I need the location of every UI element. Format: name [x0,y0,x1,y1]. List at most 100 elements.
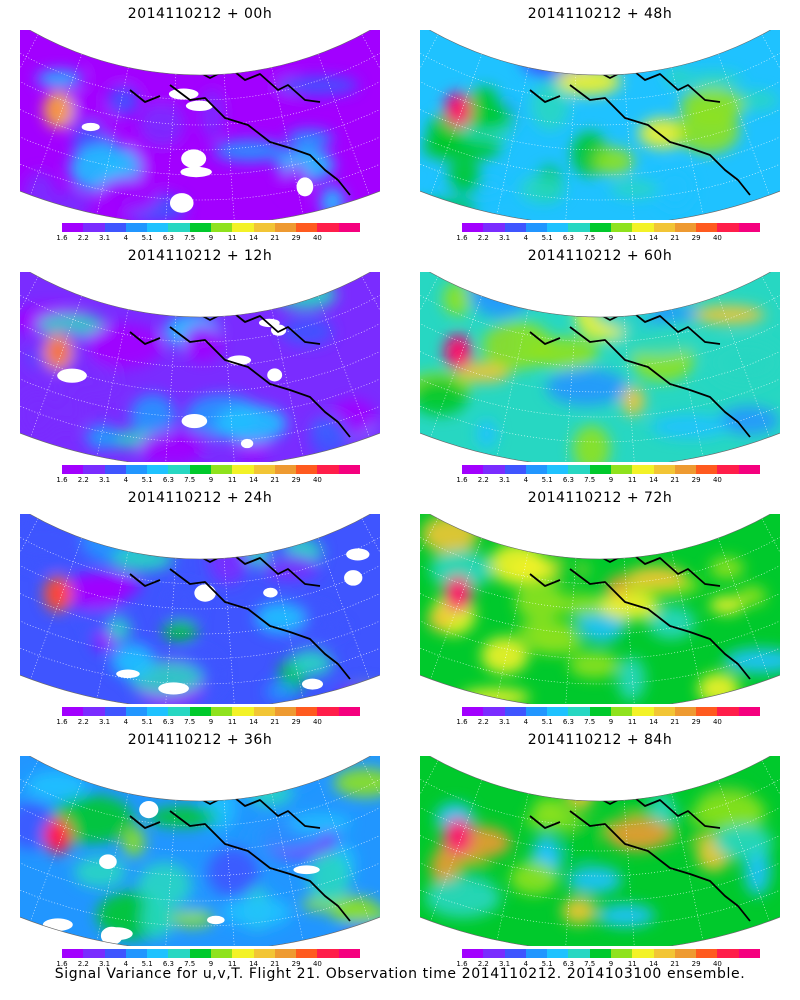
colorbar-tick-label: 5.1 [141,234,153,242]
colorbar-tick-label: 4 [523,718,529,726]
colorbar-swatch [296,465,318,474]
colorbar-tick-label: 40 [712,234,722,242]
colorbar-swatch [568,949,590,958]
colorbar-tick-label: 1.6 [56,476,68,484]
colorbar-swatch [483,223,505,232]
colorbar-tick-label: 11 [227,960,237,968]
colorbar-swatch [589,949,611,958]
variance-map [20,514,380,704]
colorbar-swatch [168,949,190,958]
variance-map [20,756,380,946]
panel-title: 2014110212 + 12h [127,248,273,264]
colorbar-tick-label: 4 [523,476,529,484]
colorbar [62,949,360,958]
colorbar-swatch [696,223,718,232]
colorbar-swatch [653,949,675,958]
colorbar-tick-label: 11 [627,718,637,726]
colorbar-tick-label: 14 [249,234,259,242]
colorbar-labels: 1.6 2.2 3.1 4 5.1 6.3 7.5 9 11 14 21 29 40 [56,960,360,970]
colorbar-swatch [674,223,697,232]
colorbar-swatch [274,707,297,716]
colorbar-tick-label: 11 [627,960,637,968]
colorbar-swatch [483,465,505,474]
colorbar-tick-label: 2.2 [477,476,489,484]
colorbar-swatch [62,949,84,958]
colorbar-swatch [104,223,126,232]
colorbar-tick-label: 21 [670,960,680,968]
colorbar-swatch [83,465,105,474]
colorbar-swatch [296,223,318,232]
colorbar-tick-label: 14 [249,960,259,968]
colorbar-tick-label: 29 [691,718,701,726]
colorbar-swatch [125,707,148,716]
colorbar-tick-label: 3.1 [98,718,111,726]
coastline [129,49,351,196]
colorbar-swatch [168,707,190,716]
variance-map [420,272,780,462]
colorbar-swatch [717,223,739,232]
colorbar-swatch [253,223,275,232]
colorbar-tick-label: 29 [291,234,301,242]
colorbar-swatch [210,223,233,232]
colorbar-tick-label: 11 [627,234,637,242]
colorbar-swatch [674,707,697,716]
colorbar-swatch [696,707,718,716]
forecast-panel: 2014110212 + 00h 1.6 2.2 3.1 4 5.1 6.3 7.5 9 11 14… [0,0,400,245]
colorbar-labels: 1.6 2.2 3.1 4 5.1 6.3 7.5 9 11 14 21 29 40 [56,476,360,486]
colorbar-tick-label: 1.6 [56,234,68,242]
colorbar-tick-label: 6.3 [562,718,574,726]
colorbar-swatch [104,707,126,716]
colorbar-swatch [338,707,360,716]
colorbar-tick-label: 4 [123,960,129,968]
colorbar-tick-label: 3.1 [498,234,511,242]
colorbar-swatch [274,465,297,474]
colorbar-tick-label: 40 [712,718,722,726]
colorbar-tick-label: 29 [291,718,301,726]
forecast-panel: 2014110212 + 24h 1.6 2.2 3.1 4 5.1 6.3 7.5 9 11 14… [0,484,400,729]
forecast-panel: 2014110212 + 12h 1.6 2.2 3.1 4 5.1 6.3 7.5 9 11 14… [0,242,400,487]
colorbar [62,707,360,716]
colorbar-swatch [462,223,484,232]
colorbar-tick-label: 7.5 [184,234,196,242]
forecast-panel: 2014110212 + 84h 1.6 2.2 3.1 4 5.1 6.3 7.5 9 11 14… [400,726,800,971]
colorbar [62,223,360,232]
colorbar [462,465,760,474]
colorbar-swatch [338,949,360,958]
panel-title: 2014110212 + 36h [127,732,273,748]
coastline [129,533,351,680]
colorbar-tick-label: 21 [270,718,280,726]
colorbar-swatch [568,707,590,716]
colorbar-swatch [632,707,654,716]
colorbar-tick-label: 7.5 [184,476,196,484]
colorbar-swatch [104,465,126,474]
forecast-panel: 2014110212 + 60h 1.6 2.2 3.1 4 5.1 6.3 7.5 9 11 14… [400,242,800,487]
colorbar-swatch [338,465,360,474]
colorbar-swatch [696,465,718,474]
coastline [529,775,751,922]
colorbar-tick-label: 6.3 [162,234,174,242]
colorbar-swatch [210,949,233,958]
colorbar-swatch [168,223,190,232]
colorbar-swatch [253,707,275,716]
colorbar-swatch [462,465,484,474]
colorbar-tick-label: 3.1 [98,960,111,968]
colorbar-tick-label: 6.3 [562,476,574,484]
colorbar-tick-label: 6.3 [162,960,174,968]
colorbar-swatch [462,707,484,716]
colorbar-tick-label: 5.1 [541,960,553,968]
colorbar-swatch [483,707,505,716]
colorbar-swatch [632,465,654,474]
colorbar-swatch [83,949,105,958]
colorbar-swatch [738,707,760,716]
colorbar-tick-label: 21 [670,718,680,726]
colorbar-tick-label: 7.5 [184,718,196,726]
colorbar-tick-label: 1.6 [456,960,468,968]
panel-title: 2014110212 + 72h [527,490,673,506]
colorbar-tick-label: 1.6 [456,476,468,484]
colorbar-swatch [232,223,254,232]
colorbar-swatch [296,949,318,958]
colorbar-tick-label: 7.5 [584,234,596,242]
colorbar-tick-label: 9 [608,476,614,484]
colorbar-tick-label: 2.2 [477,234,489,242]
colorbar-swatch [189,949,211,958]
